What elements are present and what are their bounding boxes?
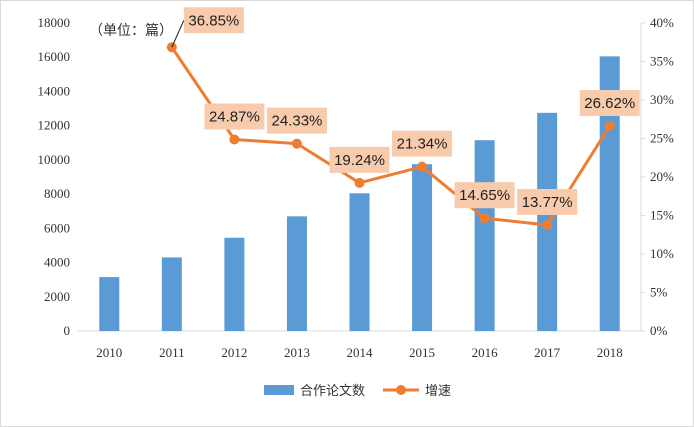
data-labels: 36.85% 24.87% 24.33% 19.24% 21.34% 14.65% 13.7…: [171, 7, 640, 215]
legend-swatch-marker: [396, 385, 406, 395]
x-tick-label: 2017: [534, 345, 561, 360]
bar-2015: [412, 164, 433, 331]
x-tick-label: 2014: [347, 345, 374, 360]
bar-2012: [224, 237, 245, 331]
data-label-text: 14.65%: [459, 187, 510, 204]
x-tick-label: 2010: [96, 345, 122, 360]
y-right-tick-label: 5%: [650, 285, 668, 300]
y-left-tick-label: 2000: [44, 289, 70, 304]
data-label-2016: 14.65%: [454, 182, 515, 209]
data-label-text: 24.87%: [209, 109, 260, 126]
data-label-text: 21.34%: [397, 136, 448, 153]
axes: 0 2000 4000 6000 8000 10000 12000 14000 16000 180…: [38, 15, 675, 360]
y-left-tick-label: 8000: [44, 186, 70, 201]
data-label-text: 36.85%: [188, 12, 239, 29]
data-label-text: 19.24%: [334, 152, 385, 169]
legend: 合作论文数 增速: [264, 384, 451, 399]
legend-swatch-bar: [264, 385, 294, 395]
unit-label: （单位：篇）: [89, 23, 173, 39]
data-label-text: 26.62%: [584, 95, 635, 112]
growth-point-2018: [604, 121, 615, 132]
x-tick-label: 2015: [409, 345, 435, 360]
data-label-2014: 19.24%: [329, 146, 390, 173]
leader-line: [171, 20, 185, 48]
x-tick-label: 2013: [284, 345, 310, 360]
data-label-box: [579, 90, 640, 117]
x-tick-label: 2018: [597, 345, 623, 360]
data-label-2013: 24.33%: [266, 107, 327, 134]
y-left-tick-label: 6000: [44, 220, 70, 235]
bar-2010: [99, 277, 120, 331]
y-left-tick-label: 16000: [38, 49, 71, 64]
legend-label-line: 增速: [425, 384, 451, 399]
data-label-2012: 24.87%: [204, 103, 265, 130]
y-left-tick-label: 14000: [38, 83, 71, 98]
bar-2013: [286, 216, 307, 331]
growth-point-2015: [417, 161, 428, 172]
growth-point-2016: [479, 213, 490, 224]
data-label-box: [329, 146, 390, 173]
y-right-tick-label: 0%: [650, 323, 668, 338]
bar-2011: [161, 257, 182, 331]
bar-2018: [599, 56, 620, 331]
data-label-2018: 26.62%: [579, 90, 640, 117]
bar-2016: [474, 140, 495, 331]
data-label-2015: 21.34%: [392, 130, 453, 157]
growth-line: [170, 46, 611, 227]
x-tick-label: 2011: [159, 345, 185, 360]
y-right-tick-label: 10%: [650, 246, 674, 261]
y-left-tick-label: 10000: [38, 152, 71, 167]
data-label-box: [204, 103, 265, 130]
y-right-tick-label: 40%: [650, 15, 674, 30]
y-left-tick-label: 18000: [38, 15, 71, 30]
x-tick-label: 2012: [221, 345, 247, 360]
x-tick-label: 2016: [472, 345, 499, 360]
y-right-tick-label: 30%: [650, 92, 674, 107]
growth-point-2013: [291, 138, 302, 149]
data-label-box: [517, 188, 578, 215]
data-label-box: [454, 182, 515, 209]
growth-point-2017: [542, 219, 553, 230]
legend-label-bar: 合作论文数: [300, 384, 365, 399]
y-right-tick-label: 25%: [650, 131, 674, 146]
y-right-tick-label: 20%: [650, 169, 674, 184]
bar-2014: [349, 193, 370, 331]
growth-point-2014: [354, 177, 365, 188]
data-label-box: [266, 107, 327, 134]
data-label-2011: 36.85%: [171, 7, 244, 48]
data-label-box: [183, 7, 244, 34]
y-left-tick-label: 0: [64, 323, 71, 338]
data-label-text: 24.33%: [272, 113, 323, 130]
data-label-2017: 13.77%: [517, 188, 578, 215]
y-left-tick-label: 4000: [44, 255, 70, 270]
y-right-tick-label: 35%: [650, 54, 674, 69]
data-label-box: [392, 130, 453, 157]
y-left-tick-label: 12000: [38, 118, 71, 133]
data-label-text: 13.77%: [522, 194, 573, 211]
growth-point-2012: [229, 134, 240, 145]
y-right-tick-label: 15%: [650, 208, 674, 223]
